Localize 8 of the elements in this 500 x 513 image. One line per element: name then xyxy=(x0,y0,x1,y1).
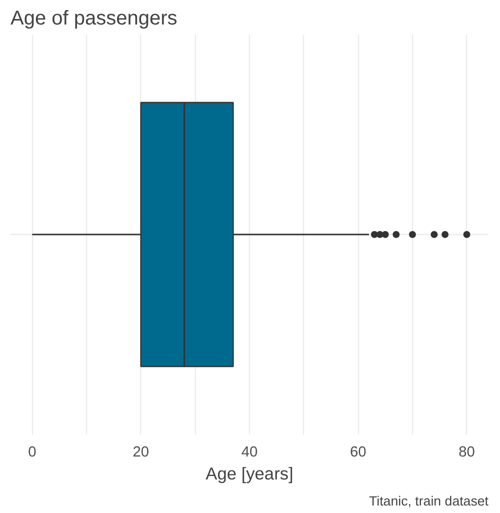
chart-title: Age of passengers xyxy=(10,8,178,30)
x-tick-label: 0 xyxy=(28,444,36,460)
x-tick-label: 20 xyxy=(132,444,150,460)
text: Titanic, train dataset xyxy=(368,494,489,508)
x-axis-title: Age [years] xyxy=(206,464,294,484)
x-tick-label: 80 xyxy=(458,444,475,460)
x-tick-label: 40 xyxy=(241,444,258,460)
x-tick-label: 60 xyxy=(350,444,366,460)
